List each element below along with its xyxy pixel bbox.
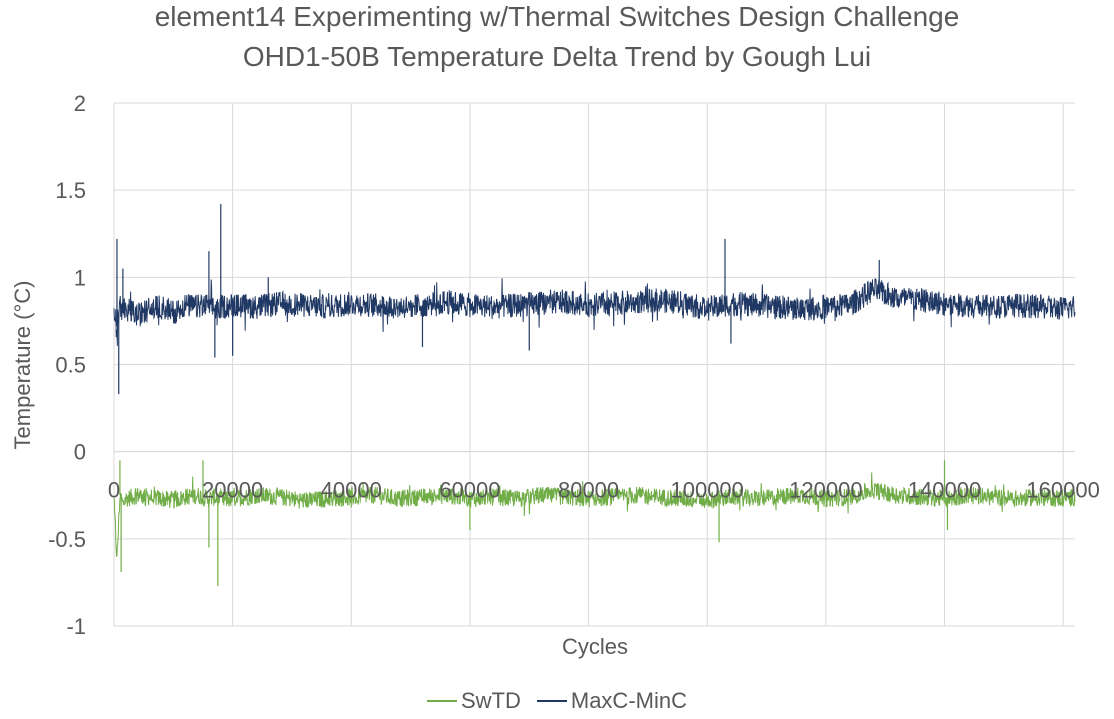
- y-tick-label: 0.5: [55, 353, 86, 378]
- legend-swatch-swtd: [426, 700, 457, 702]
- y-tick-label: -0.5: [48, 527, 86, 552]
- legend-label-maxc-minc: MaxC-MinC: [570, 688, 687, 713]
- tick-labels: 2 1.5 1 0.5 0 -0.5 -1 0 20000 40000 60000 80000 1000…: [48, 91, 1100, 639]
- y-tick-label: 2: [74, 91, 86, 116]
- x-tick-label: 160000: [1026, 478, 1099, 503]
- x-tick-label: 40000: [321, 478, 382, 503]
- grid-lines: [113, 102, 1075, 627]
- x-tick-label: 80000: [558, 478, 619, 503]
- legend-item-swtd: SwTD: [426, 688, 521, 714]
- series-line-swtd: [113, 472, 1076, 557]
- x-axis-title: Cycles: [562, 634, 628, 659]
- x-tick-label: 0: [108, 478, 120, 503]
- series-layer: [113, 204, 1076, 586]
- x-tick-label: 20000: [202, 478, 263, 503]
- x-tick-label: 60000: [439, 478, 500, 503]
- y-tick-label: 1.5: [55, 178, 86, 203]
- legend-item-maxc-minc: MaxC-MinC: [536, 688, 687, 714]
- y-tick-label: 1: [74, 265, 86, 290]
- x-tick-label: 120000: [789, 478, 862, 503]
- chart-title: element14 Experimenting w/Thermal Switch…: [154, 1, 960, 32]
- x-tick-label: 100000: [670, 478, 743, 503]
- y-axis-title: Temperature (°C): [10, 281, 35, 450]
- y-tick-label: -1: [66, 614, 86, 639]
- chart-subtitle: OHD1-50B Temperature Delta Trend by Goug…: [242, 41, 872, 72]
- x-tick-label: 140000: [908, 478, 981, 503]
- series-line-maxc-minc: [113, 278, 1076, 346]
- legend: SwTD MaxC-MinC: [0, 688, 1114, 714]
- legend-swatch-maxc-minc: [536, 700, 567, 702]
- y-tick-label: 0: [74, 440, 86, 465]
- legend-label-swtd: SwTD: [460, 688, 521, 713]
